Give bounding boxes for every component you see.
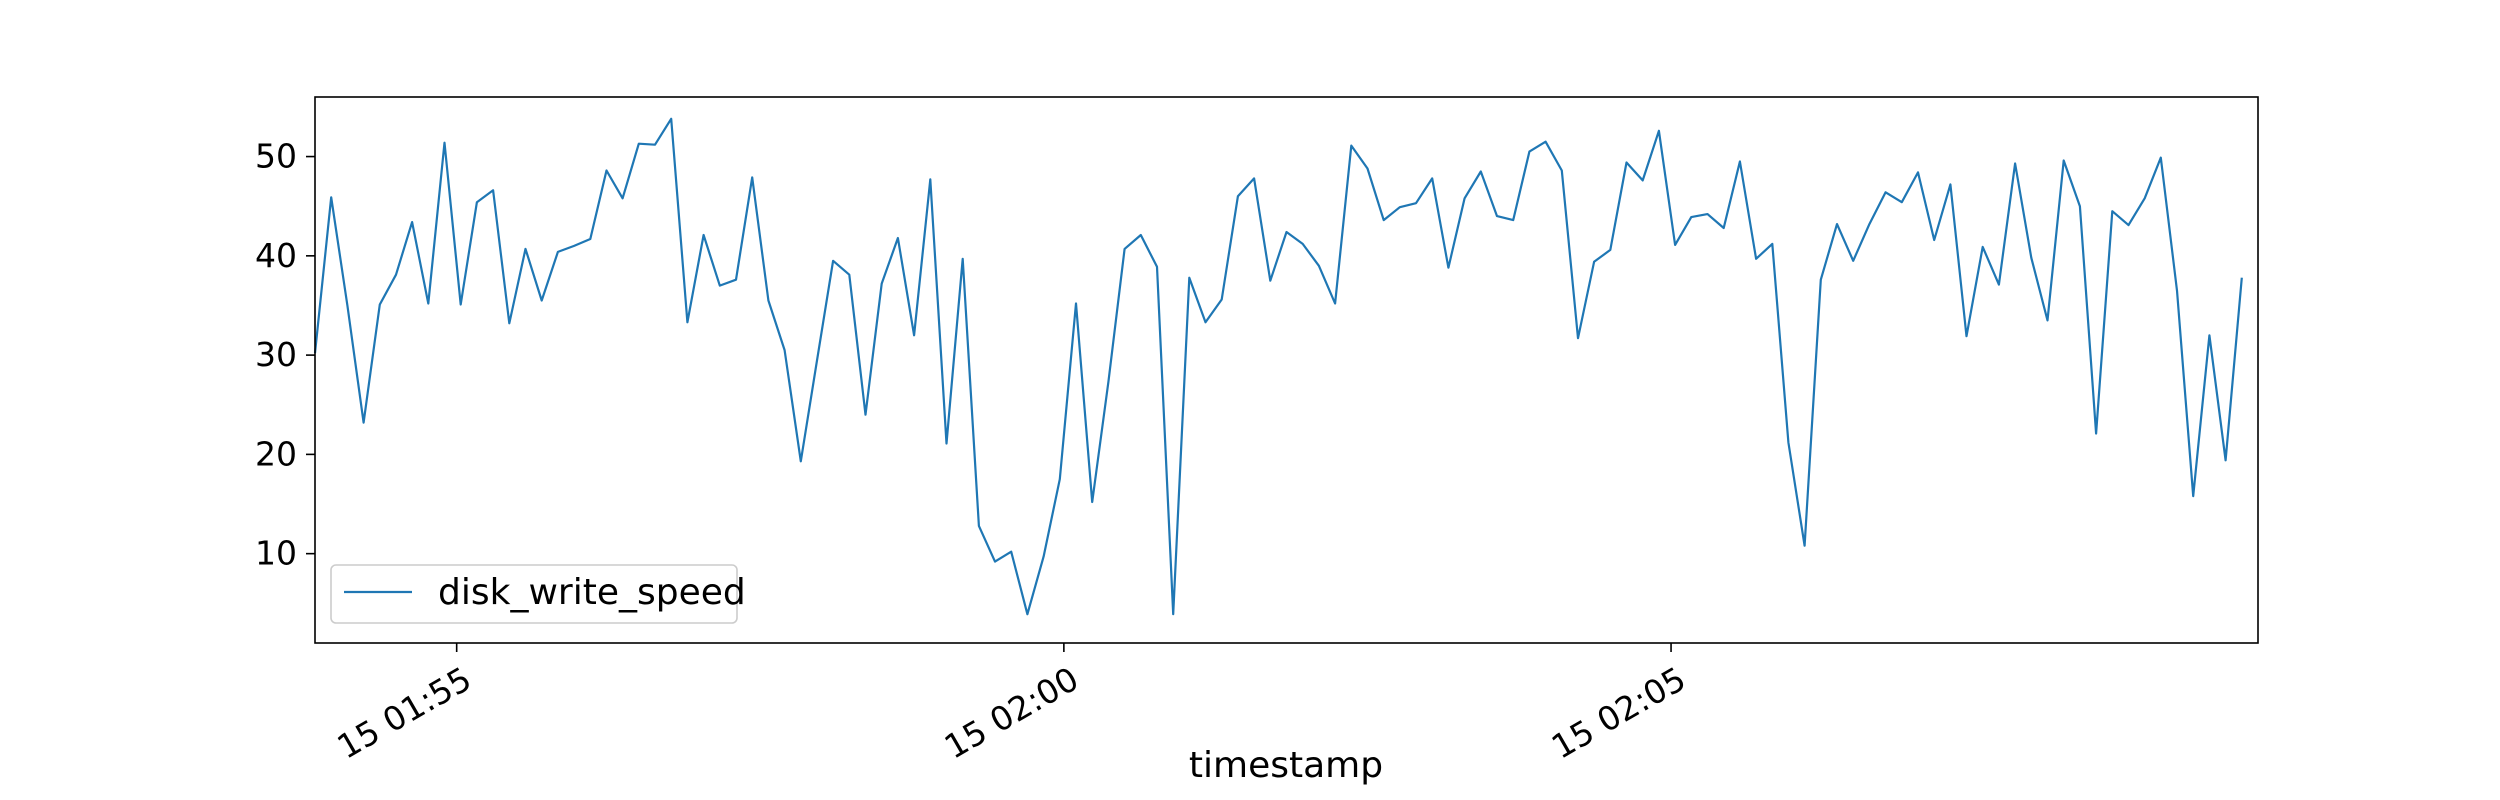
- y-tick-label: 50: [255, 137, 297, 176]
- x-tick-label: 15 01:55: [331, 659, 478, 767]
- y-axis: 10 20 30 40 50: [255, 137, 315, 573]
- axes-frame: [314, 96, 2259, 644]
- x-axis: 15 01:55 15 02:00 15 02:05: [331, 643, 1692, 767]
- legend-label: disk_write_speed: [438, 572, 746, 613]
- legend: disk_write_speed: [330, 564, 746, 624]
- x-tick-label: 15 02:00: [938, 659, 1085, 767]
- y-tick-label: 10: [255, 534, 297, 573]
- y-tick-label: 20: [255, 434, 297, 473]
- y-tick-label: 30: [255, 335, 297, 374]
- series-line-disk_write_speed: [313, 117, 2243, 616]
- x-tick-label: 15 02:05: [1545, 659, 1692, 767]
- x-axis-title: timestamp: [1189, 745, 1383, 786]
- legend-box: [330, 564, 738, 624]
- plot-area: [313, 117, 2243, 616]
- y-tick-label: 40: [255, 236, 297, 275]
